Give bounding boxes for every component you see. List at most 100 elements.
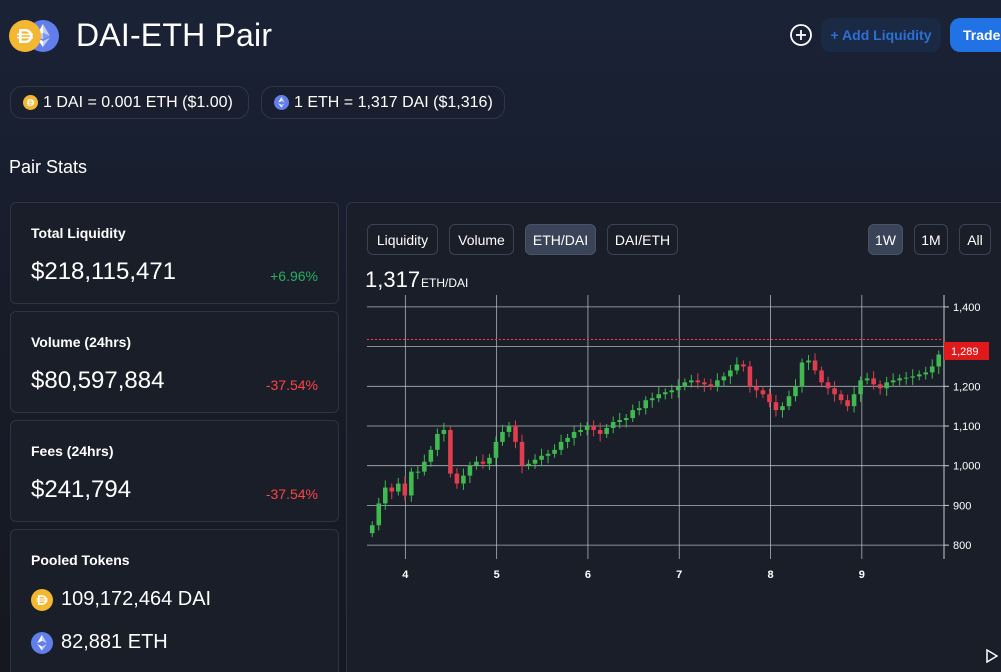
candle-body: [487, 457, 492, 464]
candle-body: [734, 364, 740, 371]
volume-change: -37.54%: [265, 377, 318, 393]
candle-body: [396, 483, 401, 492]
candle-body: [773, 402, 779, 411]
candle-body: [584, 426, 590, 430]
dai-rate-pill[interactable]: 1 DAI = 0.001 ETH ($1.00): [10, 86, 249, 119]
candle-body: [929, 366, 935, 373]
candle-body: [825, 382, 831, 389]
candle-body: [767, 394, 772, 403]
dai-token-icon: [31, 588, 53, 611]
candle-body: [812, 360, 818, 371]
candle-body: [493, 441, 499, 458]
pooled-tokens-card: Pooled Tokens 109,172,464 DAI 82,881 ETH: [10, 529, 339, 672]
total-liquidity-label: Total Liquidity: [31, 225, 126, 241]
candle-body: [754, 386, 759, 391]
range-1m-button[interactable]: 1M: [914, 224, 948, 255]
candle-body: [832, 388, 837, 395]
candle-body: [877, 384, 883, 389]
pair-logos: [9, 20, 59, 52]
pair-stats-heading: Pair Stats: [9, 157, 88, 177]
candle-body: [591, 426, 596, 430]
candle-body: [897, 378, 902, 381]
dai-logo-icon: [9, 20, 41, 52]
candle-body: [858, 380, 863, 395]
candle-body: [382, 487, 388, 504]
volume-label: Volume (24hrs): [31, 334, 132, 350]
candle-body: [728, 370, 733, 377]
volume-card: Volume (24hrs) $80,597,884 -37.54%: [10, 311, 339, 413]
candle-body: [936, 354, 942, 367]
x-tick-label: 4: [402, 569, 409, 581]
eth-rate-text: 1 ETH = 1,317 DAI ($1,316): [294, 93, 493, 111]
page-header: DAI-ETH Pair + Add Liquidity Trade: [0, 0, 1001, 72]
candle-body: [695, 380, 701, 383]
candle-body: [656, 394, 662, 399]
tab-liquidity[interactable]: Liquidity: [367, 224, 438, 255]
candle-body: [747, 366, 753, 387]
candle-body: [467, 465, 473, 476]
pooled-eth-amount: 82,881 ETH: [61, 631, 168, 653]
candle-body: [519, 441, 525, 466]
candle-body: [923, 372, 929, 375]
candle-body: [552, 449, 557, 454]
dai-small-icon: [23, 95, 38, 110]
candle-body: [435, 433, 440, 450]
pooled-eth-row[interactable]: 82,881 ETH: [31, 631, 168, 654]
candle-body: [702, 382, 707, 385]
candle-body: [780, 406, 785, 411]
candle-body: [526, 463, 531, 466]
y-tick-label: 900: [953, 500, 971, 512]
play-icon[interactable]: [986, 649, 998, 663]
eth-rate-pill[interactable]: 1 ETH = 1,317 DAI ($1,316): [261, 86, 505, 119]
candle-body: [916, 374, 922, 377]
range-all-button[interactable]: All: [959, 224, 991, 255]
pooled-dai-row[interactable]: 109,172,464 DAI: [31, 588, 211, 611]
candle-body: [630, 410, 635, 419]
candle-body: [448, 429, 453, 474]
candle-body: [799, 362, 805, 387]
candle-body: [864, 378, 870, 381]
candle-body: [786, 396, 792, 407]
total-liquidity-change: +6.96%: [270, 268, 318, 284]
candle-body: [409, 471, 414, 496]
candle-body: [806, 360, 811, 363]
pooled-dai-amount: 109,172,464 DAI: [61, 588, 212, 610]
tab-volume[interactable]: Volume: [449, 224, 514, 255]
tab-eth-dai[interactable]: ETH/DAI: [525, 224, 596, 255]
eth-token-icon: [31, 631, 53, 654]
candle-body: [741, 364, 746, 367]
x-tick-label: 8: [767, 569, 773, 581]
candle-body: [441, 429, 447, 434]
dai-rate-text: 1 DAI = 0.001 ETH ($1.00): [43, 93, 233, 111]
candle-body: [623, 418, 629, 421]
candle-body: [389, 487, 395, 492]
total-liquidity-value: $218,115,471: [31, 258, 177, 285]
y-tick-label: 1,100: [953, 421, 981, 433]
candlestick-chart[interactable]: 8009001,0001,1001,2001,3001,4004567891,2…: [347, 203, 1001, 672]
y-tick-label: 1,200: [953, 381, 981, 393]
current-price-tag: [944, 341, 989, 360]
candle-body: [669, 390, 675, 393]
pooled-tokens-label: Pooled Tokens: [31, 552, 130, 568]
candle-body: [539, 455, 544, 460]
candle-body: [845, 400, 850, 407]
add-token-plus-icon[interactable]: [789, 23, 813, 47]
candle-body: [578, 429, 583, 432]
candle-body: [513, 426, 518, 442]
candle-body: [369, 525, 375, 534]
candle-body: [617, 420, 622, 423]
candle-body: [636, 408, 642, 411]
candle-body: [721, 376, 727, 381]
y-tick-label: 800: [953, 540, 971, 552]
candle-body: [558, 441, 564, 450]
candle-body: [643, 400, 649, 409]
add-liquidity-button[interactable]: + Add Liquidity: [821, 18, 941, 52]
fees-value: $241,794: [31, 476, 132, 503]
range-1w-button[interactable]: 1W: [868, 224, 903, 255]
trade-button[interactable]: Trade: [950, 18, 1001, 52]
tab-dai-eth[interactable]: DAI/ETH: [607, 224, 678, 255]
candle-body: [689, 380, 694, 383]
candle-body: [474, 461, 479, 466]
candle-body: [649, 398, 655, 401]
candle-body: [884, 382, 889, 389]
